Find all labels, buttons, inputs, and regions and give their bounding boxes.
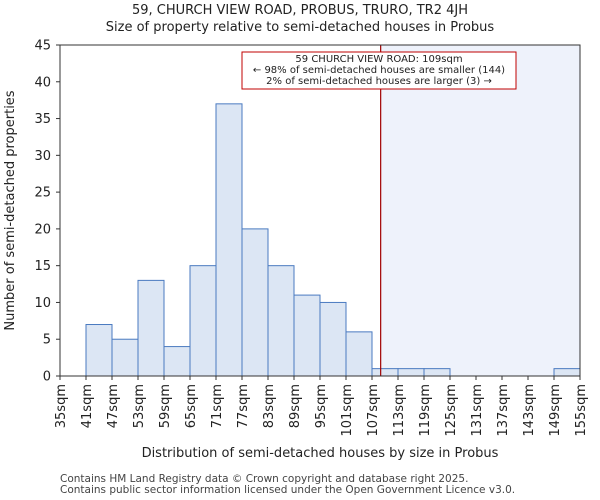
annotation-line: 59 CHURCH VIEW ROAD: 109sqm xyxy=(295,54,462,65)
bar-83sqm xyxy=(267,265,295,377)
x-tick-label: 47sqm xyxy=(106,384,121,428)
annotation-line: ← 98% of semi-detached houses are smalle… xyxy=(253,65,505,76)
x-tick-label: 59sqm xyxy=(158,384,173,428)
footer-copyright: Contains HM Land Registry data © Crown c… xyxy=(60,473,469,485)
y-axis-label: Number of semi-detached properties xyxy=(3,90,18,330)
y-tick-label: 30 xyxy=(34,149,51,164)
bar-47sqm xyxy=(111,338,139,377)
bar-149sqm xyxy=(553,368,581,377)
x-tick-label: 77sqm xyxy=(236,384,251,428)
annotation-box xyxy=(241,51,517,90)
y-tick-label: 15 xyxy=(34,259,51,274)
x-tick-label: 53sqm xyxy=(132,384,147,428)
x-tick-label: 101sqm xyxy=(340,384,355,437)
bar-65sqm xyxy=(189,265,217,377)
y-tick-label: 35 xyxy=(34,112,51,127)
x-tick-label: 65sqm xyxy=(184,384,199,428)
x-tick-label: 155sqm xyxy=(574,384,589,437)
highlight-region xyxy=(380,45,580,376)
x-tick-label: 71sqm xyxy=(210,384,225,428)
x-tick-label: 89sqm xyxy=(288,384,303,428)
bar-77sqm xyxy=(241,228,269,377)
bar-107sqm xyxy=(371,368,399,377)
y-tick-label: 40 xyxy=(34,75,51,90)
histogram-chart: 59 CHURCH VIEW ROAD: 109sqm← 98% of semi… xyxy=(3,39,589,462)
x-tick-label: 125sqm xyxy=(444,384,459,437)
footer-licence: Contains public sector information licen… xyxy=(60,484,516,496)
chart-title: 59, CHURCH VIEW ROAD, PROBUS, TRURO, TR2… xyxy=(131,3,468,18)
bar-89sqm xyxy=(293,294,321,377)
chart-subtitle: Size of property relative to semi-detach… xyxy=(105,20,495,35)
x-tick-label: 131sqm xyxy=(470,384,485,437)
x-tick-label: 35sqm xyxy=(54,384,69,428)
annotation-line: 2% of semi-detached houses are larger (3… xyxy=(266,76,492,87)
bar-95sqm xyxy=(319,301,347,377)
x-tick-label: 83sqm xyxy=(262,384,277,428)
y-tick-label: 20 xyxy=(34,222,51,237)
x-tick-label: 107sqm xyxy=(366,384,381,437)
y-tick-label: 10 xyxy=(34,296,51,311)
y-tick-label: 5 xyxy=(43,333,51,348)
x-tick-label: 95sqm xyxy=(314,384,329,428)
y-tick-label: 0 xyxy=(43,370,51,385)
x-tick-label: 143sqm xyxy=(522,384,537,437)
x-tick-label: 41sqm xyxy=(80,384,95,428)
x-tick-label: 149sqm xyxy=(548,384,563,437)
bar-53sqm xyxy=(137,279,165,377)
bar-119sqm xyxy=(423,368,451,377)
y-tick-label: 45 xyxy=(34,39,51,54)
x-tick-label: 113sqm xyxy=(392,384,407,437)
x-tick-label: 137sqm xyxy=(496,384,511,437)
bar-101sqm xyxy=(345,331,373,377)
bar-113sqm xyxy=(397,368,425,377)
y-tick-label: 25 xyxy=(34,186,51,201)
x-axis-label: Distribution of semi-detached houses by … xyxy=(142,446,499,461)
bar-59sqm xyxy=(163,346,191,377)
bar-41sqm xyxy=(85,324,113,377)
x-tick-label: 119sqm xyxy=(418,384,433,437)
bar-71sqm xyxy=(215,103,243,377)
